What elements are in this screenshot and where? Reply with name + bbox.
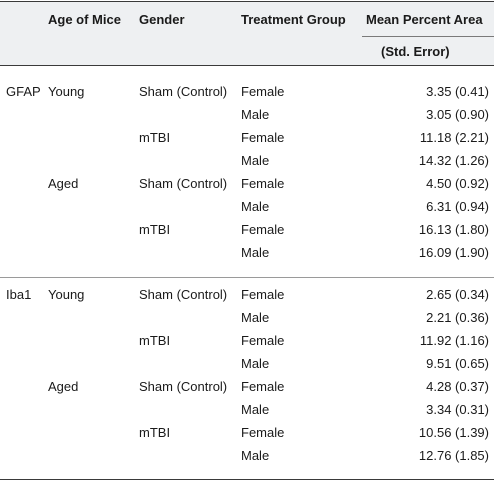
cell-mean-value: 2.65 (0.34) [426,287,489,302]
cell-treatment: Male [241,107,270,122]
row-marker: GFAP [6,84,41,99]
cell-gender: Sham (Control) [139,84,228,99]
header-sub-rule [362,36,494,37]
table-top-rule [0,1,494,2]
header-std-error: (Std. Error) [381,44,450,59]
table-header-band [0,2,494,65]
cell-treatment: Male [241,448,270,463]
cell-mean-value: 14.32 (1.26) [418,153,489,168]
table-bottom-rule [0,479,494,480]
cell-mean-value: 4.50 (0.92) [426,176,489,191]
cell-age: Aged [48,379,79,394]
header-age-of-mice: Age of Mice [48,12,121,27]
cell-treatment: Female [241,379,285,394]
cell-mean-value: 6.31 (0.94) [426,199,489,214]
cell-mean-value: 11.92 (1.16) [419,333,489,348]
section-divider-rule [0,277,494,278]
cell-treatment: Male [241,310,270,325]
header-treatment-group: Treatment Group [241,12,346,27]
cell-age: Young [48,84,85,99]
cell-mean-value: 12.76 (1.85) [418,448,489,463]
header-gender: Gender [139,12,185,27]
cell-mean-value: 11.18 (2.21) [419,130,489,145]
cell-mean-value: 16.09 (1.90) [418,245,489,260]
cell-gender: mTBI [139,425,171,440]
cell-gender: Sham (Control) [139,379,228,394]
cell-age: Young [48,287,85,302]
cell-treatment: Male [241,199,270,214]
cell-treatment: Male [241,402,270,417]
row-marker: Iba1 [6,287,32,302]
cell-treatment: Female [241,425,285,440]
cell-treatment: Female [241,333,285,348]
cell-mean-value: 3.34 (0.31) [426,402,489,417]
cell-gender: Sham (Control) [139,176,228,191]
cell-gender: mTBI [139,333,171,348]
cell-treatment: Female [241,287,285,302]
cell-treatment: Female [241,130,285,145]
cell-gender: mTBI [139,130,171,145]
cell-mean-value: 16.13 (1.80) [418,222,489,237]
cell-treatment: Male [241,356,270,371]
cell-treatment: Male [241,245,270,260]
cell-treatment: Female [241,222,285,237]
cell-gender: mTBI [139,222,171,237]
header-mean-percent-area: Mean Percent Area [366,12,483,27]
cell-mean-value: 3.05 (0.90) [426,107,489,122]
table-header-rule [0,65,494,66]
cell-mean-value: 4.28 (0.37) [426,379,489,394]
cell-treatment: Female [241,176,285,191]
cell-age: Aged [48,176,79,191]
cell-treatment: Female [241,84,285,99]
cell-treatment: Male [241,153,270,168]
cell-mean-value: 2.21 (0.36) [426,310,489,325]
cell-mean-value: 9.51 (0.65) [426,356,489,371]
cell-gender: Sham (Control) [139,287,228,302]
cell-mean-value: 3.35 (0.41) [426,84,489,99]
cell-mean-value: 10.56 (1.39) [418,425,489,440]
